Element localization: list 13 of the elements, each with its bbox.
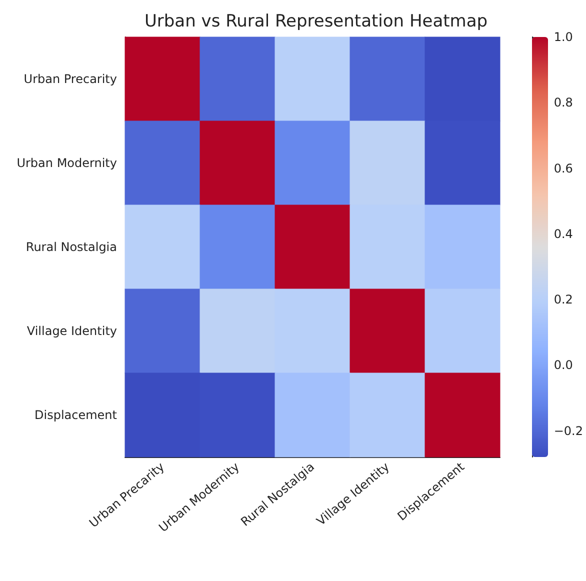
y-tick-label: Rural Nostalgia: [26, 240, 117, 254]
color-bar-label: −0.2: [554, 424, 583, 438]
color-bar-label: 0.2: [554, 292, 573, 306]
color-bar-label: 0.4: [554, 226, 573, 241]
color-bar-label: 0.8: [554, 96, 573, 110]
y-tick-label: Village Identity: [26, 324, 117, 338]
y-tick-label: Urban Precarity: [24, 72, 117, 86]
color-bar-label: 0.6: [554, 161, 573, 176]
y-tick-label: Displacement: [34, 408, 118, 422]
y-tick-label: Urban Modernity: [16, 156, 117, 170]
color-bar-label: 1.0: [554, 30, 573, 44]
color-bar-label: 0.0: [554, 358, 573, 372]
chart-title: Urban vs Rural Representation Heatmap: [144, 12, 488, 32]
